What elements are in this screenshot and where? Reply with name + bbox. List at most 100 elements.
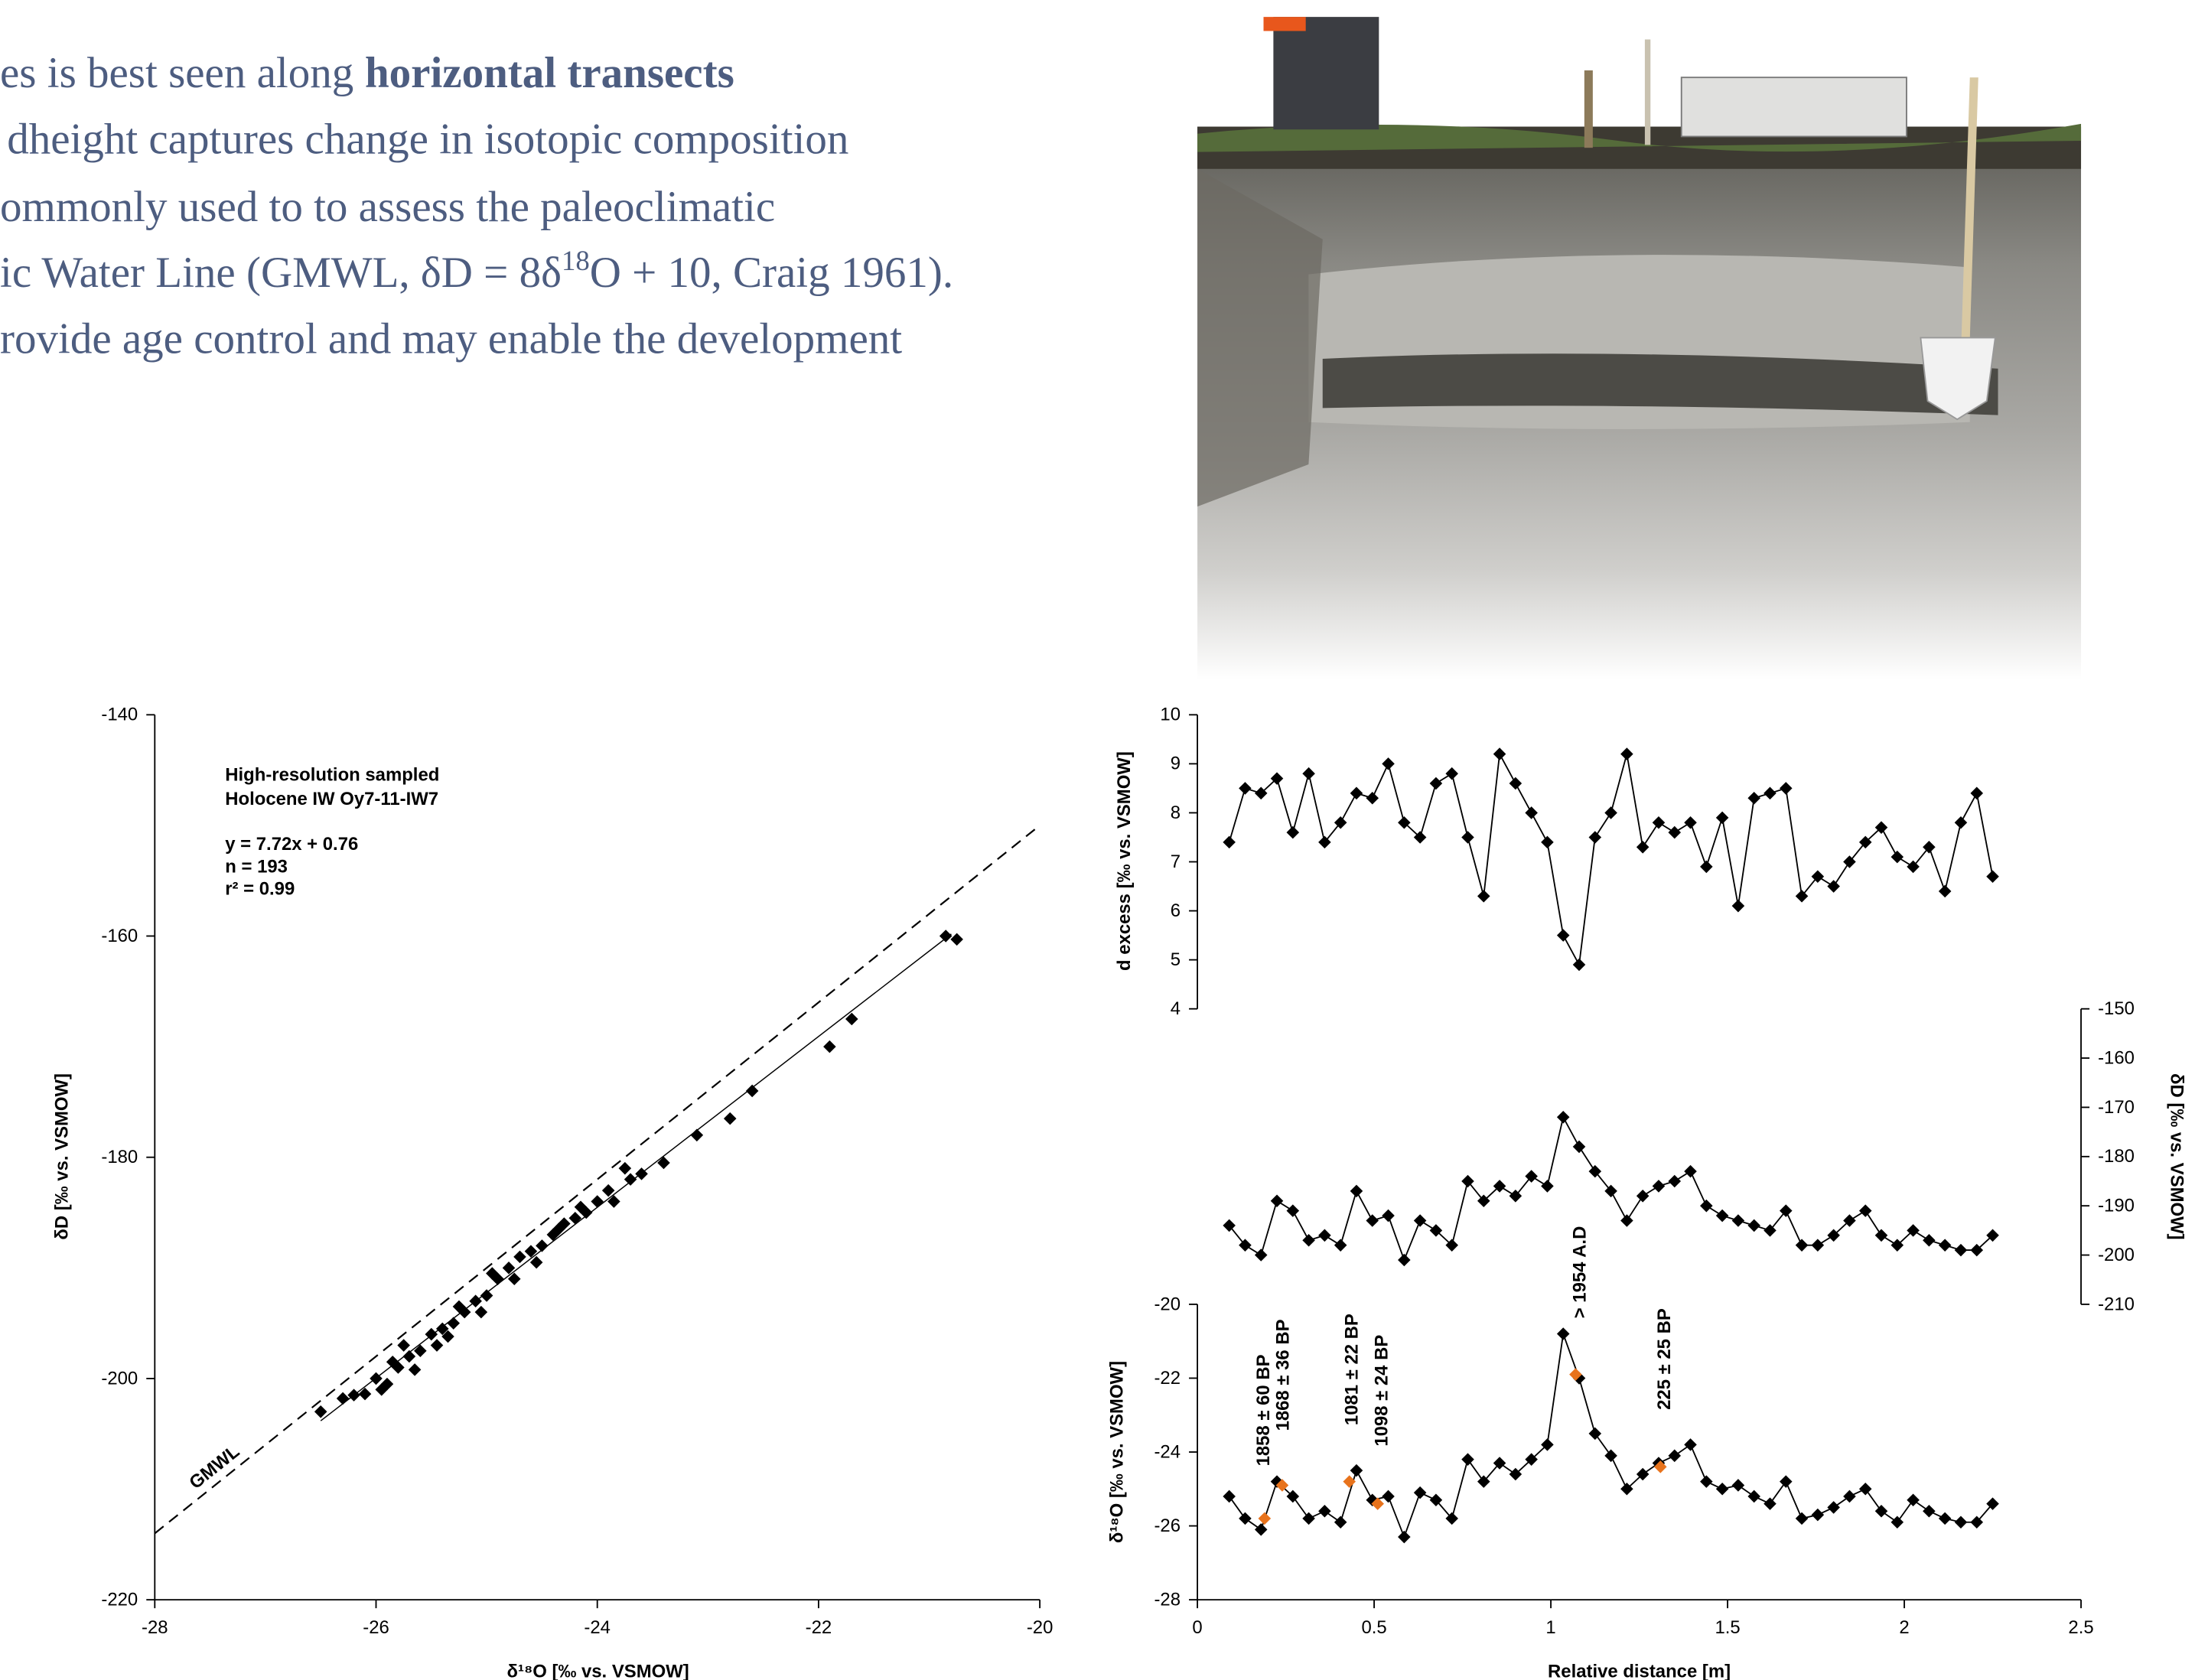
reference-line [321, 934, 951, 1421]
data-point [1557, 1111, 1570, 1124]
scatter-point [619, 1162, 632, 1175]
scatter-point [337, 1392, 350, 1405]
y-tick-label: -200 [2098, 1245, 2135, 1265]
data-point [1334, 1516, 1347, 1529]
data-point [1716, 1483, 1729, 1496]
scatter-point [569, 1212, 582, 1225]
data-point [1287, 826, 1300, 839]
scatter-point [624, 1173, 637, 1186]
field-photo [1197, 17, 2081, 679]
data-point [1763, 787, 1777, 800]
scatter-point [397, 1339, 410, 1352]
scatter-point [480, 1289, 493, 1302]
data-point [1382, 757, 1395, 770]
data-point [1382, 1490, 1395, 1503]
annotation: High-resolution sampled [225, 765, 439, 786]
y-tick-label: 5 [1171, 949, 1181, 970]
y-tick-label: -180 [101, 1147, 138, 1167]
data-point [1477, 890, 1490, 903]
annotation: Holocene IW Oy7-11-IW7 [225, 789, 438, 809]
data-point [1700, 1200, 1713, 1213]
scatter-point [724, 1112, 737, 1125]
data-point [1239, 782, 1252, 795]
data-point [1796, 1239, 1809, 1252]
data-point [1239, 1512, 1252, 1525]
y-tick-label: -160 [2098, 1047, 2135, 1068]
y-axis-title: d excess [‰ vs. VSMOW] [1114, 751, 1135, 971]
x-tick-label: 2.5 [2068, 1617, 2093, 1638]
slide: es is best seen alonghorizontal transect… [0, 0, 2195, 1680]
x-tick-label: 2 [1899, 1617, 1909, 1638]
scatter-point [469, 1294, 482, 1307]
data-point [1255, 1249, 1268, 1262]
data-point [1509, 777, 1522, 790]
annotation: > 1954 A.D [1570, 1226, 1591, 1319]
data-point [1986, 870, 1999, 883]
data-point [1812, 1509, 1825, 1522]
x-axis-title: δ¹⁸O [‰ vs. VSMOW] [507, 1661, 689, 1680]
data-point [1636, 1190, 1650, 1203]
data-point [1716, 812, 1729, 825]
data-point [1859, 1483, 1872, 1496]
y-tick-label: -140 [101, 705, 138, 725]
data-point [1875, 1505, 1888, 1518]
slide-text-block: es is best seen alonghorizontal transect… [0, 49, 953, 363]
data-point [1589, 1428, 1602, 1441]
scatter-point [657, 1157, 670, 1170]
data-point [1827, 1501, 1840, 1514]
data-point [1620, 1214, 1633, 1227]
data-point [1700, 861, 1713, 874]
data-point [1923, 1505, 1936, 1518]
scatter-point [475, 1306, 488, 1319]
data-point [1732, 1214, 1745, 1227]
data-point [1859, 1204, 1872, 1217]
data-point [1668, 1175, 1681, 1188]
data-point [1668, 826, 1681, 839]
data-point [1302, 1234, 1315, 1247]
data-point [1780, 1475, 1793, 1488]
data-point [1573, 1141, 1586, 1154]
annotation: n = 193 [225, 856, 288, 877]
y-tick-label: -200 [101, 1368, 138, 1389]
x-tick-label: -28 [142, 1617, 168, 1638]
y-tick-label: -190 [2098, 1196, 2135, 1216]
data-point [1955, 1244, 1968, 1257]
y-tick-label: -170 [2098, 1097, 2135, 1118]
data-point [1668, 1450, 1681, 1463]
y-tick-label: -150 [2098, 998, 2135, 1019]
text-line: ommonly used to to assess the paleoclima… [0, 183, 775, 231]
scatter-point [940, 930, 953, 943]
scatter-point [447, 1317, 460, 1330]
data-point [1716, 1210, 1729, 1223]
text-line: dheight captures change in isotopic comp… [7, 116, 848, 164]
reference-line [155, 825, 1040, 1533]
y-tick-label: 8 [1171, 803, 1181, 823]
y-tick-label: 7 [1171, 851, 1181, 872]
data-point [1653, 816, 1666, 829]
scatter-point [314, 1405, 327, 1418]
data-point [1461, 1453, 1474, 1466]
x-tick-label: -22 [806, 1617, 832, 1638]
scatter-point [414, 1344, 427, 1357]
x-tick-label: 1 [1545, 1617, 1555, 1638]
x-axis-title: Relative distance [m] [1548, 1661, 1731, 1680]
scatter-point [409, 1363, 422, 1376]
data-point [1382, 1210, 1395, 1223]
data-point [1493, 747, 1506, 760]
y-tick-label: -20 [1154, 1294, 1181, 1314]
data-point [1732, 1479, 1745, 1492]
data-point [1653, 1180, 1666, 1193]
x-tick-label: 0 [1192, 1617, 1202, 1638]
data-point [1684, 1165, 1697, 1178]
data-point [1604, 1450, 1617, 1463]
y-tick-label: -160 [101, 926, 138, 946]
scatter-point [347, 1389, 360, 1402]
data-point [1287, 1204, 1300, 1217]
y-tick-label: 10 [1160, 705, 1181, 725]
y-tick-label: -26 [1154, 1516, 1181, 1536]
data-point [1955, 816, 1968, 829]
y-tick-label: 6 [1171, 900, 1181, 921]
scatter-point [607, 1195, 620, 1208]
data-point [1747, 1490, 1760, 1503]
data-point [1955, 1516, 1968, 1529]
